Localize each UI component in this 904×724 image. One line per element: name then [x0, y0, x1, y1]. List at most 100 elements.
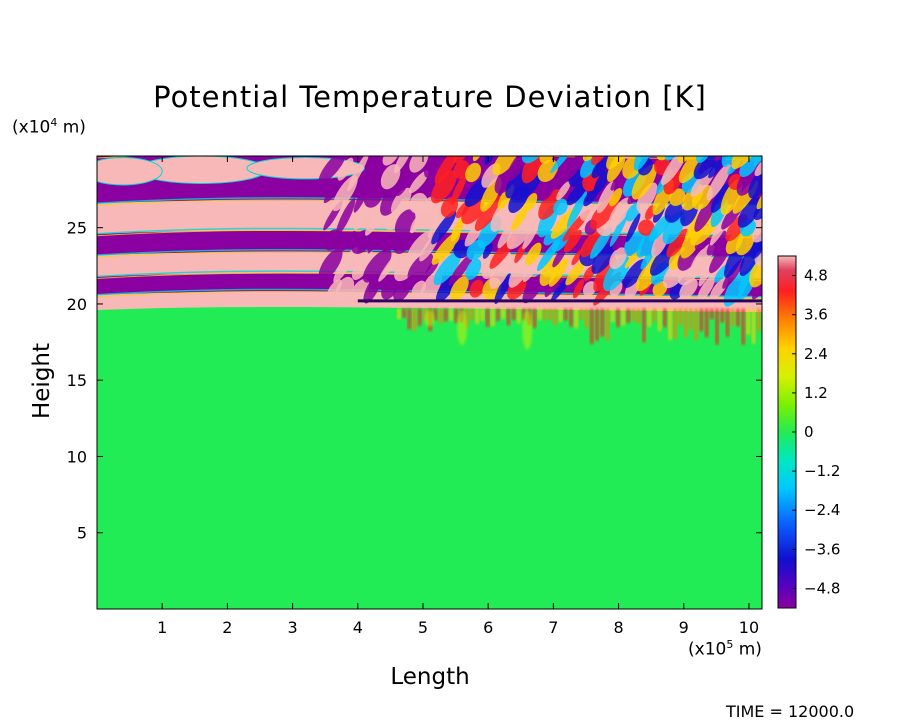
turbulent-plume: [709, 308, 714, 320]
wave-streak: [735, 230, 755, 256]
wave-streak: [756, 185, 762, 210]
wave-streak: [566, 191, 588, 228]
sinking-plume: [522, 310, 533, 350]
y-tick-label: 20: [67, 295, 87, 314]
turbulent-plume: [490, 308, 495, 327]
turbulent-plume: [522, 308, 527, 320]
wave-streak: [537, 159, 559, 182]
wave-streak: [484, 156, 495, 165]
colorbar-tick-label: 4.8: [804, 267, 828, 285]
x-tick-label: 5: [418, 618, 428, 637]
wave-streak: [363, 273, 382, 304]
turbulent-plume: [417, 308, 422, 326]
wave-streak: [722, 258, 745, 289]
wave-streak: [603, 255, 630, 292]
wave-streak: [548, 257, 569, 287]
wave-streak: [752, 212, 762, 243]
turbulent-plume: [496, 308, 500, 322]
y-axis-label: Height: [29, 342, 55, 420]
turbulent-plume: [506, 308, 511, 326]
wave-streak: [521, 156, 547, 164]
wave-streak: [753, 204, 762, 221]
wave-streak: [519, 171, 542, 199]
turbulent-plume: [730, 308, 735, 327]
wave-streak: [748, 165, 762, 199]
turbulent-plume: [626, 308, 631, 323]
y-tick-label: 15: [67, 371, 87, 390]
turbulent-plume: [715, 308, 720, 345]
colorbar-tick-label: −4.8: [804, 579, 840, 597]
wave-streak: [465, 258, 482, 280]
wave-streak: [318, 156, 347, 184]
wave-streak: [434, 156, 459, 184]
wave-streak: [333, 246, 358, 283]
y-tick-label: 5: [77, 524, 87, 543]
wave-streak: [608, 197, 632, 228]
wave-streak: [433, 251, 462, 286]
x-tick-label: 10: [739, 618, 759, 637]
wave-streak: [382, 156, 401, 166]
wave-streak: [677, 156, 698, 163]
wave-streak: [750, 226, 762, 259]
turbulent-plume: [699, 308, 704, 332]
wave-streak: [591, 242, 617, 274]
turbulent-plume: [720, 308, 725, 323]
chart-title: Potential Temperature Deviation [K]: [153, 80, 707, 114]
turbulent-plume: [553, 308, 558, 326]
time-label: TIME = 12000.0: [726, 702, 855, 721]
colorbar-tick-label: 2.4: [804, 345, 828, 363]
wave-streak: [625, 213, 641, 243]
wave-streak: [609, 247, 627, 270]
wave-streak: [766, 169, 791, 194]
wave-streak: [450, 174, 467, 205]
wave-streak: [363, 186, 383, 208]
turbulent-plume: [595, 308, 600, 341]
turbulent-plume: [704, 308, 709, 338]
turbulent-plume: [558, 308, 563, 322]
wave-streak: [550, 156, 576, 174]
turbulent-plume: [407, 308, 412, 330]
wave-streak: [566, 181, 588, 206]
wave-streak: [539, 174, 557, 201]
turbulent-plume: [480, 308, 485, 321]
wave-streak: [648, 214, 671, 242]
wave-streak: [710, 181, 733, 213]
wave-streak: [539, 156, 556, 164]
turbulent-plume: [725, 308, 730, 337]
wave-streak: [318, 248, 343, 281]
turbulent-plume: [537, 308, 542, 320]
x-axis-label: Length: [390, 664, 470, 690]
wave-streak: [625, 203, 640, 222]
wave-streak: [337, 157, 354, 181]
wave-streak: [596, 181, 616, 214]
wave-streak: [624, 277, 640, 300]
wave-streak: [522, 274, 544, 304]
wave-streak: [448, 252, 475, 286]
sinking-plume: [457, 310, 468, 346]
wave-streak: [482, 243, 493, 259]
wave-streak: [697, 275, 716, 303]
wave-streak: [760, 149, 791, 184]
wave-streak: [709, 243, 731, 274]
wave-streak: [341, 230, 356, 251]
turbulent-plume: [741, 308, 746, 345]
wave-streak: [427, 213, 443, 239]
y-tick-label: 25: [67, 219, 87, 238]
wave-streak: [593, 170, 610, 194]
plot-frame: [96, 155, 763, 610]
turbulent-plume: [636, 308, 641, 324]
wave-streak: [752, 277, 762, 300]
turbulent-plume: [475, 308, 480, 324]
turbulent-plume: [678, 308, 683, 326]
wave-streak: [326, 279, 342, 298]
wave-streak: [767, 216, 785, 239]
wave-streak: [395, 162, 415, 197]
wave-streak: [610, 173, 623, 191]
colorbar-tick-label: −2.4: [804, 501, 840, 519]
turbulent-plume: [610, 308, 615, 322]
turbulent-plume: [600, 308, 605, 337]
wave-streak: [511, 203, 530, 231]
turbulent-plume: [396, 308, 401, 320]
turbulent-plume: [642, 308, 647, 343]
